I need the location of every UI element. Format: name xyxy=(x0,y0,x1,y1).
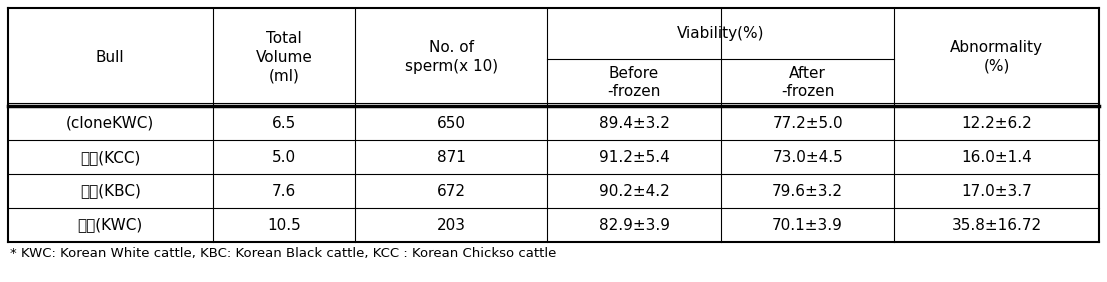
Text: 5.0: 5.0 xyxy=(272,150,296,165)
Text: 203: 203 xyxy=(437,217,466,233)
Text: 흑우(KBC): 흑우(KBC) xyxy=(80,184,141,199)
Text: (cloneKWC): (cloneKWC) xyxy=(66,116,154,131)
Text: 89.4±3.2: 89.4±3.2 xyxy=(599,116,670,131)
Text: 91.2±5.4: 91.2±5.4 xyxy=(599,150,670,165)
Text: 7.6: 7.6 xyxy=(271,184,296,199)
Text: 672: 672 xyxy=(437,184,466,199)
Text: 70.1±3.9: 70.1±3.9 xyxy=(773,217,844,233)
Text: 77.2±5.0: 77.2±5.0 xyxy=(773,116,842,131)
Text: No. of
sperm(x 10): No. of sperm(x 10) xyxy=(405,40,498,74)
Text: 12.2±6.2: 12.2±6.2 xyxy=(961,116,1032,131)
Text: Abnormality
(%): Abnormality (%) xyxy=(950,40,1043,74)
Text: 17.0±3.7: 17.0±3.7 xyxy=(961,184,1032,199)
Text: 35.8±16.72: 35.8±16.72 xyxy=(952,217,1042,233)
Text: Total
Volume
(ml): Total Volume (ml) xyxy=(256,31,312,83)
Text: 871: 871 xyxy=(437,150,466,165)
Text: * KWC: Korean White cattle, KBC: Korean Black cattle, KCC : Korean Chickso cattl: * KWC: Korean White cattle, KBC: Korean … xyxy=(10,246,557,259)
Text: Bull: Bull xyxy=(96,50,125,65)
Text: 취소(KCC): 취소(KCC) xyxy=(80,150,141,165)
Text: Before
-frozen: Before -frozen xyxy=(608,67,661,99)
Text: 16.0±1.4: 16.0±1.4 xyxy=(961,150,1032,165)
Text: 73.0±4.5: 73.0±4.5 xyxy=(773,150,844,165)
Text: 백우(KWC): 백우(KWC) xyxy=(77,217,143,233)
Text: 650: 650 xyxy=(437,116,466,131)
Text: 79.6±3.2: 79.6±3.2 xyxy=(773,184,844,199)
Text: 10.5: 10.5 xyxy=(267,217,301,233)
Text: 6.5: 6.5 xyxy=(271,116,296,131)
Text: 90.2±4.2: 90.2±4.2 xyxy=(599,184,670,199)
Text: 82.9±3.9: 82.9±3.9 xyxy=(599,217,670,233)
Text: Viability(%): Viability(%) xyxy=(677,26,765,41)
Text: After
-frozen: After -frozen xyxy=(780,67,835,99)
